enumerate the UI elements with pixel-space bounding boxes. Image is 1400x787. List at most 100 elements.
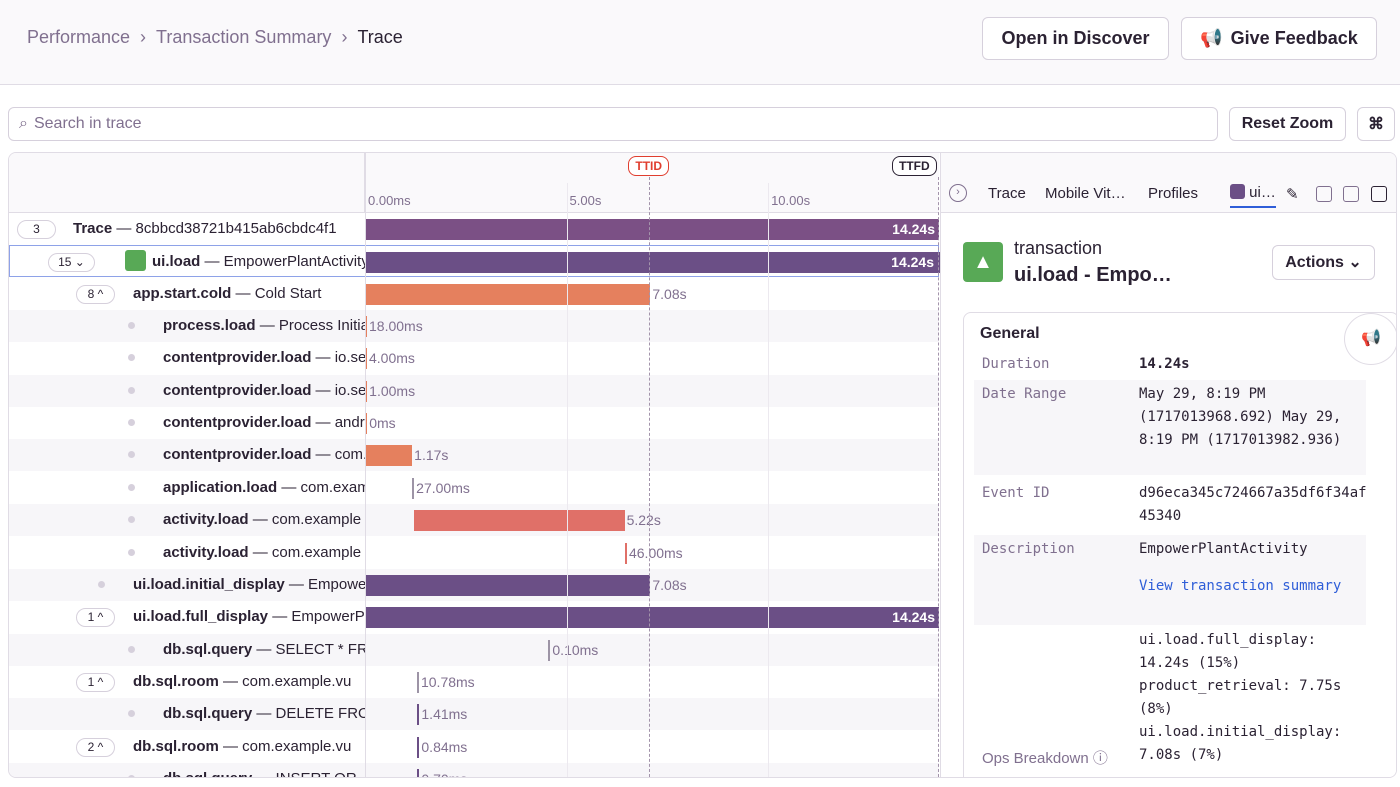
span-bar[interactable] bbox=[417, 704, 420, 726]
row-text: process.load — Process Initialization bbox=[163, 310, 365, 342]
give-feedback-label: Give Feedback bbox=[1230, 28, 1358, 48]
trace-row[interactable]: 2 ^ db.sql.room — com.example.vu 0.84ms bbox=[9, 731, 939, 763]
trace-row[interactable]: activity.load — com.example 46.00ms bbox=[9, 537, 939, 569]
timeline-header: 0.00ms 5.00s 10.00s TTID TTFD bbox=[365, 153, 939, 213]
field-ops-breakdown: Ops Breakdown ⓘ ui.load.full_display: 14.… bbox=[974, 629, 1366, 769]
child-count-toggle[interactable]: 2 ^ bbox=[76, 737, 115, 757]
tab-mobile-vitals[interactable]: Mobile Vit… bbox=[1045, 185, 1126, 202]
row-label: 1 ^ ui.load.full_display — EmpowerPlantAc… bbox=[9, 601, 365, 633]
trace-row[interactable]: db.sql.query — SELECT * FROM 0.10ms bbox=[9, 633, 939, 666]
child-count-toggle[interactable]: 1 ^ bbox=[76, 608, 115, 628]
page-header: Performance › Transaction Summary › Trace … bbox=[0, 0, 1400, 85]
span-bar[interactable] bbox=[365, 380, 368, 402]
tree-node-dot bbox=[128, 419, 135, 427]
trace-row[interactable]: activity.load — com.example 5.22s bbox=[9, 504, 939, 537]
span-description: — Cold Start bbox=[231, 284, 322, 302]
row-label: 15 ⌄ ui.load — EmpowerPlantActivity bbox=[10, 246, 366, 278]
trace-row[interactable]: 8 ^ app.start.cold — Cold Start 7.08s bbox=[9, 278, 939, 310]
marker-ttid[interactable]: TTID bbox=[628, 156, 670, 176]
field-value[interactable]: d96eca345c724667a35df6f34af45340 bbox=[1139, 485, 1367, 524]
open-in-discover-button[interactable]: Open in Discover bbox=[982, 17, 1169, 60]
search-input[interactable] bbox=[33, 115, 1217, 133]
time-tick: 5.00s bbox=[569, 193, 602, 208]
tree-node-dot bbox=[128, 354, 135, 362]
span-op: Trace bbox=[73, 220, 113, 237]
row-label: 8 ^ app.start.cold — Cold Start bbox=[9, 278, 365, 310]
span-bar[interactable] bbox=[365, 574, 651, 596]
tab-profiles[interactable]: Profiles bbox=[1148, 185, 1199, 202]
span-bar[interactable] bbox=[365, 445, 413, 467]
layout-bottom-icon[interactable] bbox=[1343, 186, 1359, 202]
trace-row[interactable]: 15 ⌄ ui.load — EmpowerPlantActivity 14.24s bbox=[9, 245, 940, 278]
row-label: 1 ^ db.sql.room — com.example.vu bbox=[9, 666, 365, 698]
tab-ui-load-label: ui… bbox=[1249, 184, 1276, 201]
span-bar[interactable] bbox=[365, 316, 367, 338]
layout-left-icon[interactable] bbox=[1316, 186, 1332, 202]
child-count-toggle[interactable]: 3 bbox=[17, 220, 56, 239]
span-op: contentprovider.load bbox=[163, 381, 312, 399]
trace-row[interactable]: process.load — Process Initialization18.… bbox=[9, 310, 939, 343]
actions-dropdown[interactable]: Actions ⌄ bbox=[1272, 245, 1375, 280]
child-count-toggle[interactable]: 8 ^ bbox=[76, 284, 115, 304]
span-bar[interactable] bbox=[412, 477, 415, 499]
tree-node-dot bbox=[128, 516, 135, 524]
row-label: contentprovider.load — io.sentry bbox=[9, 375, 365, 407]
trace-row[interactable]: 3 Trace — 8cbbcd38721b415ab6cbdc4f1 14.24s bbox=[9, 213, 939, 245]
trace-row[interactable]: contentprovider.load — io.sentry1.00ms bbox=[9, 374, 939, 407]
trace-row[interactable]: contentprovider.load — io.sentry4.00ms bbox=[9, 342, 939, 374]
duration-label: 10.78ms bbox=[420, 673, 475, 690]
breadcrumb-transaction-summary[interactable]: Transaction Summary bbox=[156, 27, 332, 47]
span-op: db.sql.query bbox=[163, 770, 252, 777]
field-value: EmpowerPlantActivity bbox=[1139, 541, 1308, 557]
span-bar[interactable] bbox=[365, 283, 651, 305]
duration-label: 1.17s bbox=[414, 447, 449, 464]
span-bar[interactable] bbox=[365, 413, 368, 435]
duration-label: 7.08s bbox=[652, 576, 687, 593]
tree-node-dot bbox=[128, 645, 135, 653]
tree-node-dot bbox=[128, 322, 135, 330]
search-bar: ⌕ bbox=[8, 107, 1218, 141]
reset-zoom-button[interactable]: Reset Zoom bbox=[1229, 107, 1346, 141]
duration-label: 0.84ms bbox=[421, 738, 468, 755]
span-bar[interactable] bbox=[365, 348, 367, 370]
shortcuts-button[interactable]: ⌘ bbox=[1357, 107, 1395, 141]
trace-row[interactable]: application.load — com.example 27.00ms bbox=[9, 472, 939, 504]
column-divider[interactable] bbox=[365, 153, 366, 777]
span-bar[interactable] bbox=[366, 252, 940, 274]
span-bar[interactable] bbox=[365, 607, 939, 629]
tab-trace[interactable]: Trace bbox=[988, 185, 1026, 202]
trace-row[interactable]: ui.load.initial_display — EmpowerPlantAc… bbox=[9, 568, 939, 601]
child-count-toggle[interactable]: 1 ^ bbox=[76, 672, 115, 692]
trace-row[interactable]: contentprovider.load — com.example 1.17s bbox=[9, 439, 939, 472]
tab-ui-load[interactable]: ui… bbox=[1230, 184, 1276, 208]
collapse-panel-icon[interactable]: › bbox=[949, 184, 967, 202]
pin-icon[interactable]: ✎ bbox=[1286, 186, 1299, 203]
marker-ttfd[interactable]: TTFD bbox=[892, 156, 937, 176]
feedback-megaphone-icon[interactable]: 📢 bbox=[1344, 313, 1396, 365]
layout-right-icon[interactable] bbox=[1371, 186, 1387, 202]
span-bar[interactable] bbox=[548, 639, 551, 661]
span-bar[interactable] bbox=[365, 219, 939, 240]
trace-row[interactable]: db.sql.query — INSERT OR 0.70ms bbox=[9, 762, 939, 777]
row-text: Trace — 8cbbcd38721b415ab6cbdc4f1 bbox=[73, 213, 337, 245]
span-bar[interactable] bbox=[414, 510, 625, 532]
android-icon bbox=[125, 250, 146, 272]
breadcrumb: Performance › Transaction Summary › Trace bbox=[27, 27, 403, 48]
trace-row[interactable]: contentprovider.load — androidx0ms bbox=[9, 407, 939, 439]
trace-row[interactable]: 1 ^ ui.load.full_display — EmpowerPlantAc… bbox=[9, 601, 939, 633]
trace-row[interactable]: db.sql.query — DELETE FROM 1.41ms bbox=[9, 698, 939, 731]
view-transaction-summary-link[interactable]: View transaction summary bbox=[1139, 578, 1342, 594]
span-bar[interactable] bbox=[416, 671, 419, 693]
span-op: contentprovider.load bbox=[163, 446, 312, 464]
row-label: activity.load — com.example bbox=[9, 504, 365, 536]
give-feedback-button[interactable]: 📢 Give Feedback bbox=[1181, 17, 1377, 60]
help-icon[interactable]: ⓘ bbox=[1092, 750, 1108, 767]
span-bar[interactable] bbox=[417, 736, 420, 758]
trace-row[interactable]: 1 ^ db.sql.room — com.example.vu 10.78ms bbox=[9, 666, 939, 698]
breadcrumb-performance[interactable]: Performance bbox=[27, 27, 131, 47]
duration-label: 14.24s bbox=[891, 254, 934, 271]
span-bar[interactable] bbox=[624, 542, 627, 564]
duration-label: 0.70ms bbox=[421, 763, 467, 777]
span-bar[interactable] bbox=[417, 768, 420, 777]
child-count-toggle[interactable]: 15 ⌄ bbox=[48, 253, 95, 273]
